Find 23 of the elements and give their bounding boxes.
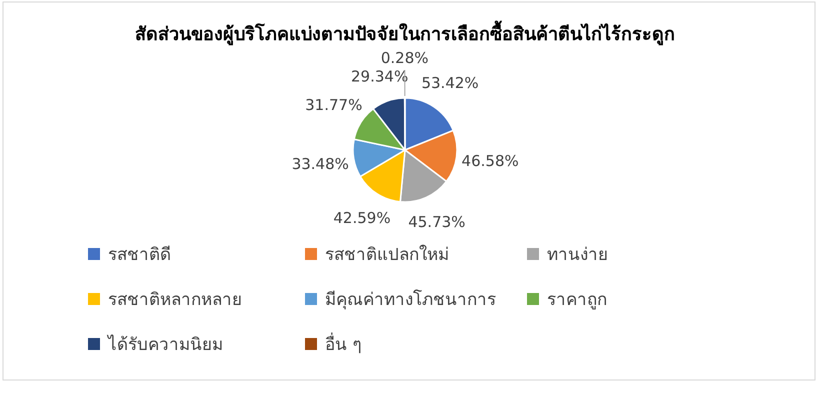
legend-label: อื่น ๆ: [325, 332, 362, 355]
legend-label: ทานง่าย: [547, 245, 608, 265]
data-label: 33.48%: [292, 154, 349, 173]
legend-label: ได้รับความนิยม: [106, 334, 223, 355]
legend-label: มีคุณค่าทางโภชนาการ: [325, 289, 496, 310]
data-label: 42.59%: [333, 208, 391, 227]
legend-label: รสชาติแปลกใหม่: [325, 244, 449, 265]
chart-title: สัดส่วนของผู้บริโภคแบ่งตามปัจจัยในการเลือกซื้อสินค้าตีนไก่ไร้กระดูก: [135, 20, 675, 46]
pie-slice: [399, 149, 448, 203]
legend-label: ราคาถูก: [547, 290, 607, 310]
legend-label: รสชาติหลากหลาย: [108, 290, 242, 310]
data-label: 53.42%: [421, 74, 479, 92]
data-label: 31.77%: [305, 96, 362, 114]
pie-slice: [352, 138, 406, 178]
data-label: 0.28%: [380, 48, 429, 67]
data-label: 46.58%: [462, 152, 519, 170]
data-label: 29.34%: [351, 67, 408, 86]
pie-slice: [404, 130, 458, 182]
pie-slice: [404, 97, 454, 151]
pie-slice: [372, 97, 406, 151]
legend-label: รสชาติดี: [108, 245, 171, 265]
pie-slice: [359, 149, 406, 203]
data-label: 45.73%: [408, 213, 466, 232]
